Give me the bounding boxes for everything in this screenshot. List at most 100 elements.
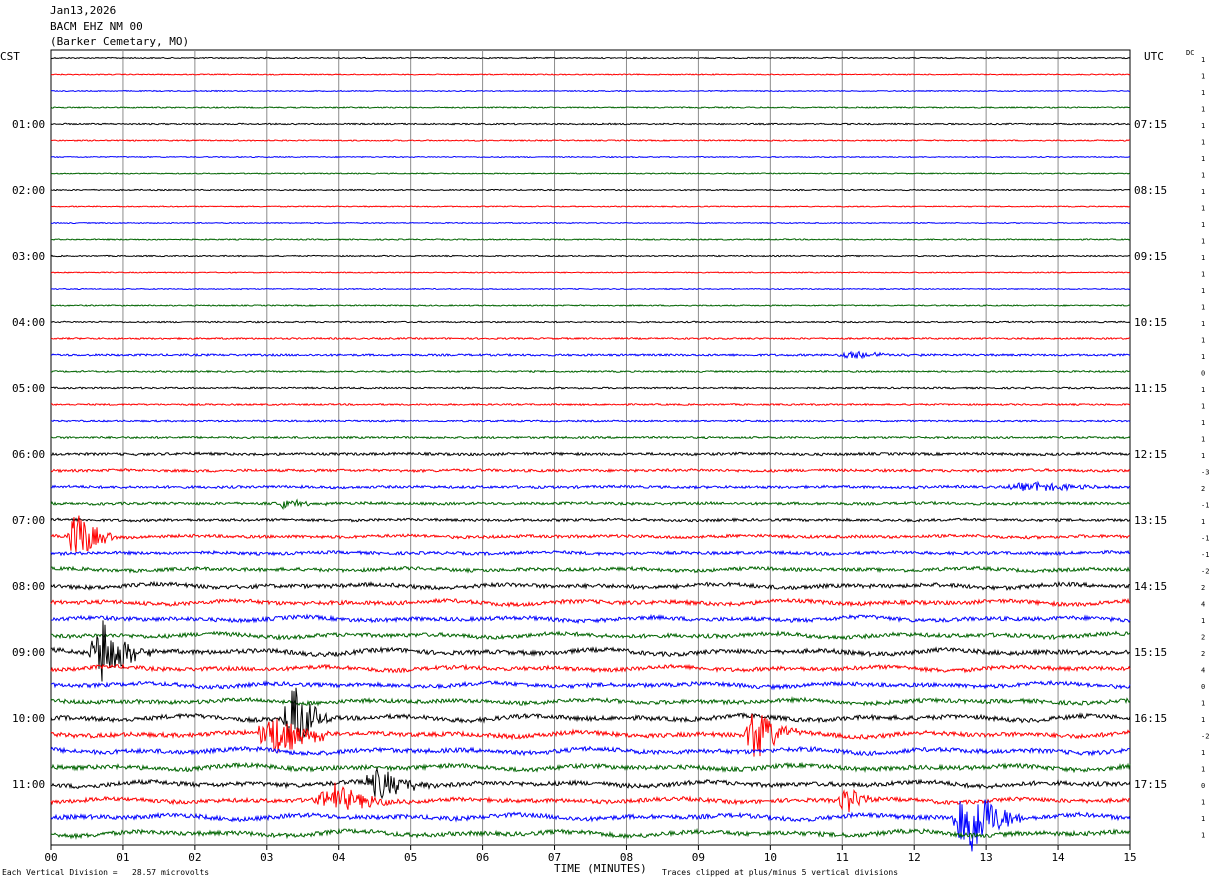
- dc-offset-label: 1: [1201, 337, 1205, 345]
- trace-line: [50, 56, 1131, 60]
- trace-line: [50, 402, 1131, 407]
- dc-offset-label: 1: [1201, 452, 1205, 460]
- trace-line: [50, 271, 1131, 274]
- dc-offset-label: 1: [1201, 716, 1205, 724]
- trace-line: [50, 597, 1131, 608]
- record-date: Jan13,2026: [50, 4, 117, 17]
- dc-offset-label: -3: [1201, 469, 1209, 477]
- left-hour-label: 08:00: [12, 580, 45, 593]
- trace-line: [50, 515, 1131, 553]
- station-location: (Barker Cemetary, MO): [50, 35, 190, 48]
- dc-offset-label: 1: [1201, 749, 1205, 757]
- dc-offset-label: 1: [1201, 419, 1205, 427]
- x-tick-label: 00: [44, 851, 57, 864]
- dc-offset-label: 1: [1201, 287, 1205, 295]
- dc-offset-label: 1: [1201, 89, 1205, 97]
- dc-offset-label: 4: [1201, 667, 1205, 675]
- right-hour-label: 08:15: [1134, 184, 1167, 197]
- trace-line: [50, 89, 1130, 93]
- clip-note: Traces clipped at plus/minus 5 vertical …: [662, 868, 899, 877]
- left-hour-label: 11:00: [12, 778, 45, 791]
- trace-line: [50, 304, 1131, 307]
- dc-offset-label: 1: [1201, 386, 1205, 394]
- trace-line: [50, 745, 1131, 757]
- trace-line: [50, 336, 1131, 341]
- x-tick-label: 01: [116, 851, 129, 864]
- right-hour-label: 14:15: [1134, 580, 1167, 593]
- dc-offset-label: 2: [1201, 584, 1205, 592]
- dc-offset-label: 1: [1201, 122, 1205, 130]
- dc-offset-label: -2: [1201, 568, 1209, 576]
- dc-offset-label: 1: [1201, 172, 1205, 180]
- right-hour-label: 16:15: [1134, 712, 1167, 725]
- left-hour-label: 03:00: [12, 250, 45, 263]
- trace-line: [50, 629, 1131, 641]
- dc-label: DC: [1186, 49, 1195, 57]
- dc-offset-label: 1: [1201, 139, 1205, 147]
- trace-line: [50, 517, 1131, 523]
- trace-line: [50, 155, 1131, 159]
- dc-offset-label: 2: [1201, 634, 1205, 642]
- trace-line: [50, 139, 1131, 142]
- dc-offset-label: 1: [1201, 700, 1205, 708]
- trace-line: [50, 782, 1131, 813]
- dc-offset-label: 1: [1201, 766, 1205, 774]
- trace-line: [50, 287, 1131, 291]
- x-tick-label: 06: [476, 851, 489, 864]
- dc-offset-label: 1: [1201, 56, 1205, 64]
- x-tick-label: 13: [980, 851, 993, 864]
- dc-offset-label: 0: [1201, 782, 1205, 790]
- trace-line: [50, 713, 1131, 757]
- dc-offset-label: -1: [1201, 535, 1209, 543]
- left-hour-label: 06:00: [12, 448, 45, 461]
- trace-line: [50, 620, 1131, 682]
- dc-offset-label: 1: [1201, 188, 1205, 196]
- x-tick-label: 07: [548, 851, 561, 864]
- right-hour-label: 11:15: [1134, 382, 1167, 395]
- trace-line: [50, 687, 1131, 743]
- trace-line: [50, 498, 1131, 511]
- dc-offset-label: 1: [1201, 254, 1205, 262]
- right-hour-label: 15:15: [1134, 646, 1167, 659]
- dc-offset-label: 1: [1201, 832, 1205, 840]
- scale-note: Each Vertical Division = 28.57 microvolt…: [2, 868, 210, 877]
- dc-offset-label: 1: [1201, 815, 1205, 823]
- x-tick-label: 10: [764, 851, 777, 864]
- station-code: BACM EHZ NM 00: [50, 20, 143, 33]
- x-tick-label: 11: [836, 851, 849, 864]
- trace-line: [50, 205, 1131, 208]
- left-hour-label: 01:00: [12, 118, 45, 131]
- dc-offset-label: 1: [1201, 518, 1205, 526]
- trace-line: [50, 188, 1131, 192]
- x-tick-label: 03: [260, 851, 273, 864]
- x-tick-label: 08: [620, 851, 633, 864]
- x-tick-label: 04: [332, 851, 346, 864]
- x-tick-label: 15: [1123, 851, 1136, 864]
- right-hour-label: 07:15: [1134, 118, 1167, 131]
- trace-line: [50, 696, 1131, 707]
- right-hour-label: 17:15: [1134, 778, 1167, 791]
- right-hour-label: 13:15: [1134, 514, 1167, 527]
- dc-offset-label: 1: [1201, 271, 1205, 279]
- right-zone-label: UTC: [1144, 50, 1164, 63]
- plot-frame: [50, 49, 1131, 846]
- trace-line: [50, 386, 1131, 390]
- trace-line: [50, 679, 1131, 691]
- dc-offset-label: 1: [1201, 436, 1205, 444]
- x-tick-label: 09: [692, 851, 705, 864]
- dc-offset-label: 1: [1201, 205, 1205, 213]
- dc-offset-label: 2: [1201, 650, 1205, 658]
- left-hour-label: 04:00: [12, 316, 45, 329]
- dc-offset-label: 1: [1201, 403, 1205, 411]
- trace-line: [50, 565, 1131, 574]
- trace-line: [50, 435, 1131, 440]
- dc-offset-label: 1: [1201, 155, 1205, 163]
- dc-offset-label: 2: [1201, 485, 1205, 493]
- trace-line: [50, 663, 1131, 674]
- left-hour-label: 09:00: [12, 646, 45, 659]
- dc-offset-label: 1: [1201, 238, 1205, 246]
- trace-line: [50, 73, 1131, 76]
- dc-offset-label: 0: [1201, 683, 1205, 691]
- dc-offset-label: 4: [1201, 601, 1205, 609]
- trace-line: [50, 122, 1130, 126]
